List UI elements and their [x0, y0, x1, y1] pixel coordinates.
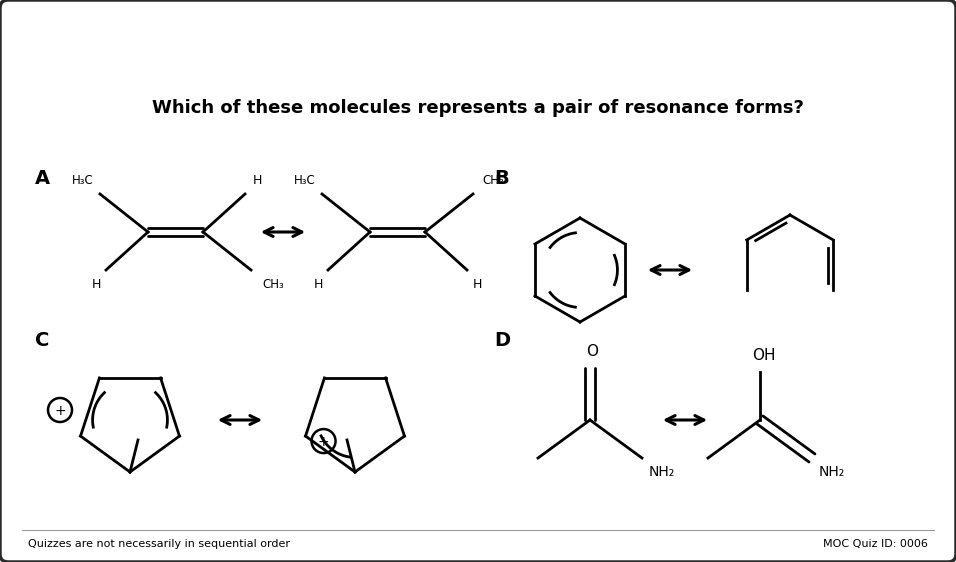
Text: H: H: [92, 278, 100, 291]
Text: NH₂: NH₂: [649, 465, 675, 479]
Text: Quizzes are not necessarily in sequential order: Quizzes are not necessarily in sequentia…: [28, 539, 290, 549]
Text: +: +: [317, 435, 330, 449]
Text: H₃C: H₃C: [72, 174, 94, 187]
Text: +: +: [54, 404, 66, 418]
Text: CH₃: CH₃: [262, 278, 284, 291]
Text: OH: OH: [752, 348, 775, 364]
Text: CH₃: CH₃: [482, 174, 504, 187]
Text: Which of these molecules represents a pair of resonance forms?: Which of these molecules represents a pa…: [152, 99, 804, 117]
Text: A: A: [34, 169, 50, 188]
Text: H₃C: H₃C: [294, 174, 315, 187]
Text: B: B: [494, 169, 510, 188]
Text: D: D: [494, 330, 511, 350]
Text: O: O: [586, 345, 598, 360]
Text: H: H: [314, 278, 323, 291]
Text: C: C: [34, 330, 49, 350]
Text: H: H: [252, 174, 262, 187]
Text: H: H: [472, 278, 482, 291]
Text: MOC Quiz ID: 0006: MOC Quiz ID: 0006: [823, 539, 928, 549]
Text: NH₂: NH₂: [819, 465, 845, 479]
